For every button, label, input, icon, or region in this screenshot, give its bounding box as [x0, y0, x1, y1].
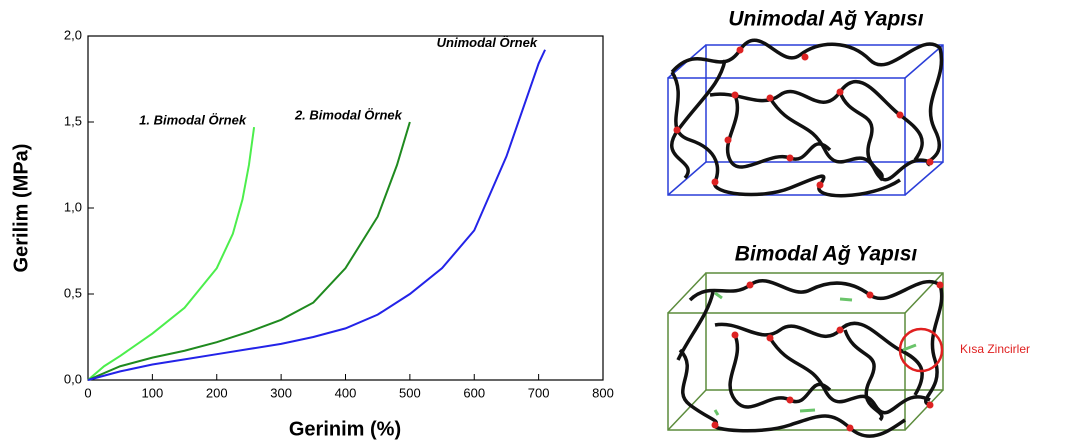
highlight-circle	[898, 327, 944, 373]
series-label: Unimodal Örnek	[437, 35, 538, 50]
series-line	[87, 49, 546, 381]
x-tick-label: 0	[84, 385, 91, 400]
series-label: 1. Bimodal Örnek	[139, 113, 247, 128]
series-line	[87, 127, 256, 381]
short-chains-label: Kısa Zincirler	[960, 342, 1030, 356]
x-tick-label: 700	[528, 385, 550, 400]
crosslinks	[673, 46, 934, 189]
crosslinks	[711, 281, 944, 432]
x-tick-label: 600	[463, 385, 485, 400]
diagram-title: Bimodal Ağ Yapısı	[735, 243, 918, 266]
x-tick-label: 200	[206, 385, 228, 400]
diagram-title: Unimodal Ağ Yapısı	[728, 8, 923, 31]
x-tick-label: 100	[142, 385, 164, 400]
series-label: 2. Bimodal Örnek	[294, 107, 403, 122]
x-tick-label: 500	[399, 385, 421, 400]
y-tick-label: 2,0	[64, 27, 82, 42]
y-tick-label: 0,0	[64, 371, 82, 386]
series-line	[87, 121, 411, 381]
x-tick-label: 300	[270, 385, 292, 400]
x-tick-label: 400	[335, 385, 357, 400]
x-tick-label: 800	[592, 385, 614, 400]
y-axis-label: Gerilim (MPa)	[10, 144, 32, 273]
bimodal-diagram: Bimodal Ağ Yapısı Kısa Zincirler	[667, 243, 1030, 438]
x-axis-label: Gerinim (%)	[289, 418, 401, 440]
y-tick-label: 1,5	[64, 113, 82, 128]
y-tick-label: 1,0	[64, 199, 82, 214]
unimodal-diagram: Unimodal Ağ Yapısı	[667, 8, 944, 198]
y-tick-label: 0,5	[64, 285, 82, 300]
